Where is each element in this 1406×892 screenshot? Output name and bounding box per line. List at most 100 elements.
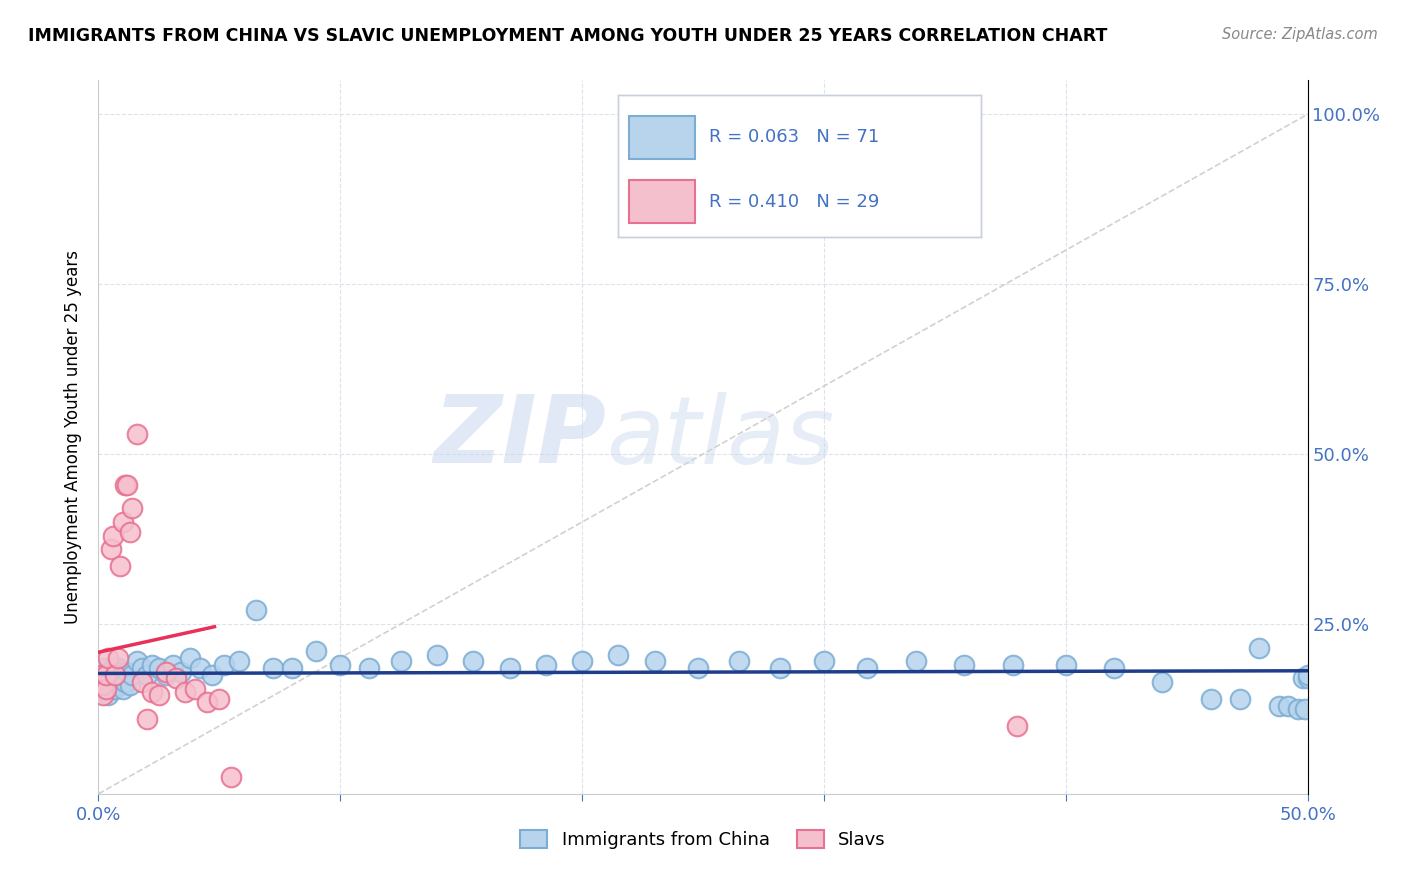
Point bbox=[94, 668, 117, 682]
Point bbox=[90, 668, 112, 682]
Point bbox=[104, 668, 127, 682]
Point bbox=[201, 668, 224, 682]
Point bbox=[94, 668, 117, 682]
Point bbox=[162, 657, 184, 672]
Y-axis label: Unemployment Among Youth under 25 years: Unemployment Among Youth under 25 years bbox=[65, 250, 83, 624]
Point bbox=[165, 671, 187, 685]
Point bbox=[114, 674, 136, 689]
Point bbox=[141, 685, 163, 699]
Point bbox=[169, 665, 191, 679]
Point bbox=[188, 661, 211, 675]
Point bbox=[121, 668, 143, 682]
Point bbox=[644, 654, 666, 668]
Point bbox=[305, 644, 328, 658]
Point bbox=[97, 689, 120, 703]
Point bbox=[534, 657, 557, 672]
Point bbox=[91, 661, 114, 675]
Point bbox=[111, 681, 134, 696]
Point bbox=[108, 665, 131, 679]
Point bbox=[111, 668, 134, 682]
Point bbox=[118, 678, 141, 692]
Text: ZIP: ZIP bbox=[433, 391, 606, 483]
Point bbox=[135, 668, 157, 682]
Point bbox=[100, 542, 122, 557]
Point bbox=[121, 501, 143, 516]
Point bbox=[107, 651, 129, 665]
Point bbox=[359, 661, 381, 675]
Point bbox=[221, 770, 243, 784]
Point bbox=[245, 603, 267, 617]
Point bbox=[728, 654, 751, 668]
Point bbox=[1001, 657, 1024, 672]
Point bbox=[107, 661, 129, 675]
Point bbox=[228, 654, 250, 668]
Point bbox=[127, 426, 149, 441]
Legend: Immigrants from China, Slavs: Immigrants from China, Slavs bbox=[513, 822, 893, 856]
Point bbox=[100, 665, 122, 679]
Point bbox=[1199, 691, 1222, 706]
Point bbox=[953, 657, 976, 672]
Point bbox=[1294, 702, 1316, 716]
Point bbox=[131, 661, 153, 675]
Point bbox=[104, 668, 127, 682]
Text: atlas: atlas bbox=[606, 392, 835, 483]
Point bbox=[127, 654, 149, 668]
Point bbox=[100, 681, 122, 696]
Point bbox=[114, 477, 136, 491]
Point bbox=[101, 674, 124, 689]
Point bbox=[91, 681, 114, 696]
Point bbox=[856, 661, 879, 675]
Point bbox=[498, 661, 520, 675]
Point bbox=[148, 661, 170, 675]
Point bbox=[155, 668, 177, 682]
Point bbox=[148, 689, 170, 703]
Point bbox=[184, 681, 207, 696]
Point bbox=[91, 689, 114, 703]
Point bbox=[94, 678, 117, 692]
Point bbox=[426, 648, 449, 662]
Point bbox=[281, 661, 304, 675]
Point bbox=[1007, 719, 1029, 733]
Point bbox=[208, 691, 231, 706]
Point bbox=[571, 654, 593, 668]
Point bbox=[463, 654, 485, 668]
Text: IMMIGRANTS FROM CHINA VS SLAVIC UNEMPLOYMENT AMONG YOUTH UNDER 25 YEARS CORRELAT: IMMIGRANTS FROM CHINA VS SLAVIC UNEMPLOY… bbox=[28, 27, 1108, 45]
Point bbox=[904, 654, 927, 668]
Point bbox=[769, 661, 792, 675]
Point bbox=[1286, 702, 1309, 716]
Point bbox=[688, 661, 710, 675]
Point bbox=[1054, 657, 1077, 672]
Point bbox=[91, 678, 114, 692]
Point bbox=[101, 528, 124, 542]
Point bbox=[101, 661, 124, 675]
Point bbox=[607, 648, 630, 662]
Point bbox=[174, 685, 197, 699]
Point bbox=[107, 674, 129, 689]
Point bbox=[131, 674, 153, 689]
Point bbox=[1292, 671, 1315, 685]
Point bbox=[104, 681, 127, 696]
Point bbox=[94, 681, 117, 696]
Point bbox=[1277, 698, 1299, 713]
Point bbox=[108, 678, 131, 692]
Point bbox=[108, 559, 131, 574]
Point bbox=[90, 668, 112, 682]
Point bbox=[389, 654, 412, 668]
Point bbox=[117, 665, 139, 679]
Point bbox=[97, 671, 120, 685]
Point bbox=[179, 651, 201, 665]
Point bbox=[1296, 668, 1319, 682]
Text: Source: ZipAtlas.com: Source: ZipAtlas.com bbox=[1222, 27, 1378, 42]
Point bbox=[262, 661, 284, 675]
Point bbox=[1102, 661, 1125, 675]
Point bbox=[118, 525, 141, 540]
Point bbox=[329, 657, 352, 672]
Point bbox=[141, 657, 163, 672]
Point bbox=[1249, 640, 1271, 655]
Point bbox=[117, 477, 139, 491]
Point bbox=[135, 712, 157, 726]
Point bbox=[155, 665, 177, 679]
Point bbox=[195, 695, 218, 709]
Point bbox=[1296, 671, 1319, 685]
Point bbox=[1229, 691, 1251, 706]
